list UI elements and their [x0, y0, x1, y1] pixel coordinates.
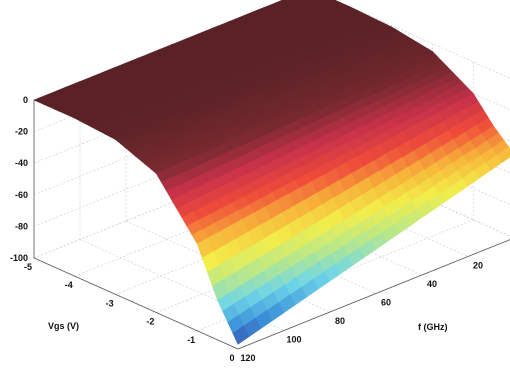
x-tick-label: -1	[187, 335, 195, 345]
z-tick-label: -20	[15, 127, 28, 137]
y-tick-label: 80	[335, 316, 345, 326]
axes: 0 -20 -40 -60 -80 -100-5 -4 -3 -2 -1 0 120 100 80 60 40…	[10, 95, 510, 363]
y-axis-line	[237, 239, 510, 350]
y-axis-label: f (GHz)	[418, 322, 448, 332]
z-tick-label: -100	[10, 253, 28, 263]
x-axis-line	[33, 257, 239, 350]
y-tick-label: 20	[473, 261, 483, 271]
z-tick-label: -80	[15, 221, 28, 231]
z-tick-label: -40	[15, 158, 28, 168]
y-tick-label: 60	[381, 298, 391, 308]
z-tick-label: -60	[15, 190, 28, 200]
y-tick-label: 120	[240, 353, 255, 363]
x-tick-label: -4	[65, 280, 73, 290]
grid-line	[125, 220, 331, 313]
surface-patch	[496, 146, 510, 163]
x-tick-label: -2	[146, 317, 154, 327]
x-tick-label: -5	[24, 262, 32, 272]
grid-line	[79, 239, 285, 331]
x-tick-label: 0	[229, 353, 234, 363]
labels: Vgs (V) f (GHz)	[48, 321, 448, 332]
x-tick-label: -3	[106, 298, 114, 308]
y-tick-label: 100	[286, 335, 301, 345]
z-tick-label: 0	[23, 95, 28, 105]
x-axis-label: Vgs (V)	[48, 321, 79, 331]
y-tick-label: 40	[427, 279, 437, 289]
surface	[33, 0, 510, 345]
